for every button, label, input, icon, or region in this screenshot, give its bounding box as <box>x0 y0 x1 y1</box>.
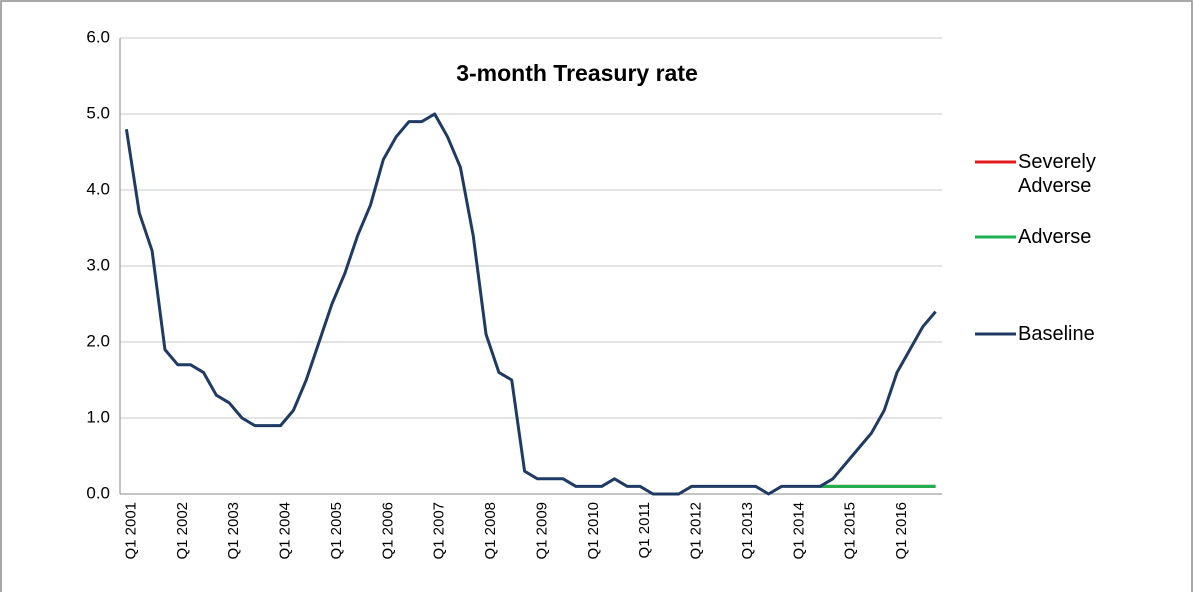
y-tick-label: 3.0 <box>86 255 110 274</box>
x-tick-label: Q1 2015 <box>842 502 859 560</box>
chart-title: 3-month Treasury rate <box>456 60 698 86</box>
x-tick-label: Q1 2004 <box>277 502 294 560</box>
x-tick-label: Q1 2013 <box>739 502 756 560</box>
x-tick-label: Q1 2003 <box>225 502 242 560</box>
x-tick-label: Q1 2005 <box>328 502 345 560</box>
x-tick-label: Q1 2011 <box>636 502 653 558</box>
x-tick-label: Q1 2008 <box>482 502 499 560</box>
y-tick-label: 1.0 <box>86 407 110 426</box>
legend-label: Baseline <box>1018 323 1095 345</box>
x-tick-label: Q1 2002 <box>174 502 191 560</box>
legend-label: Adverse <box>1018 226 1092 248</box>
x-tick-label: Q1 2007 <box>431 502 448 560</box>
x-tick-label: Q1 2010 <box>585 502 602 560</box>
y-tick-label: 2.0 <box>86 331 110 350</box>
y-tick-label: 5.0 <box>86 103 110 122</box>
x-tick-label: Q1 2012 <box>688 502 705 560</box>
y-tick-label: 4.0 <box>86 179 110 198</box>
series-line <box>124 112 937 496</box>
x-tick-label: Q1 2001 <box>122 502 139 560</box>
y-tick-label: 6.0 <box>86 27 110 46</box>
x-tick-label: Q1 2016 <box>893 502 910 560</box>
x-tick-label: Q1 2006 <box>379 502 396 560</box>
legend-label: Severely Adverse <box>1018 151 1096 197</box>
x-tick-label: Q1 2009 <box>533 502 550 560</box>
x-tick-label: Q1 2014 <box>790 502 807 560</box>
y-tick-label: 0.0 <box>86 483 110 502</box>
